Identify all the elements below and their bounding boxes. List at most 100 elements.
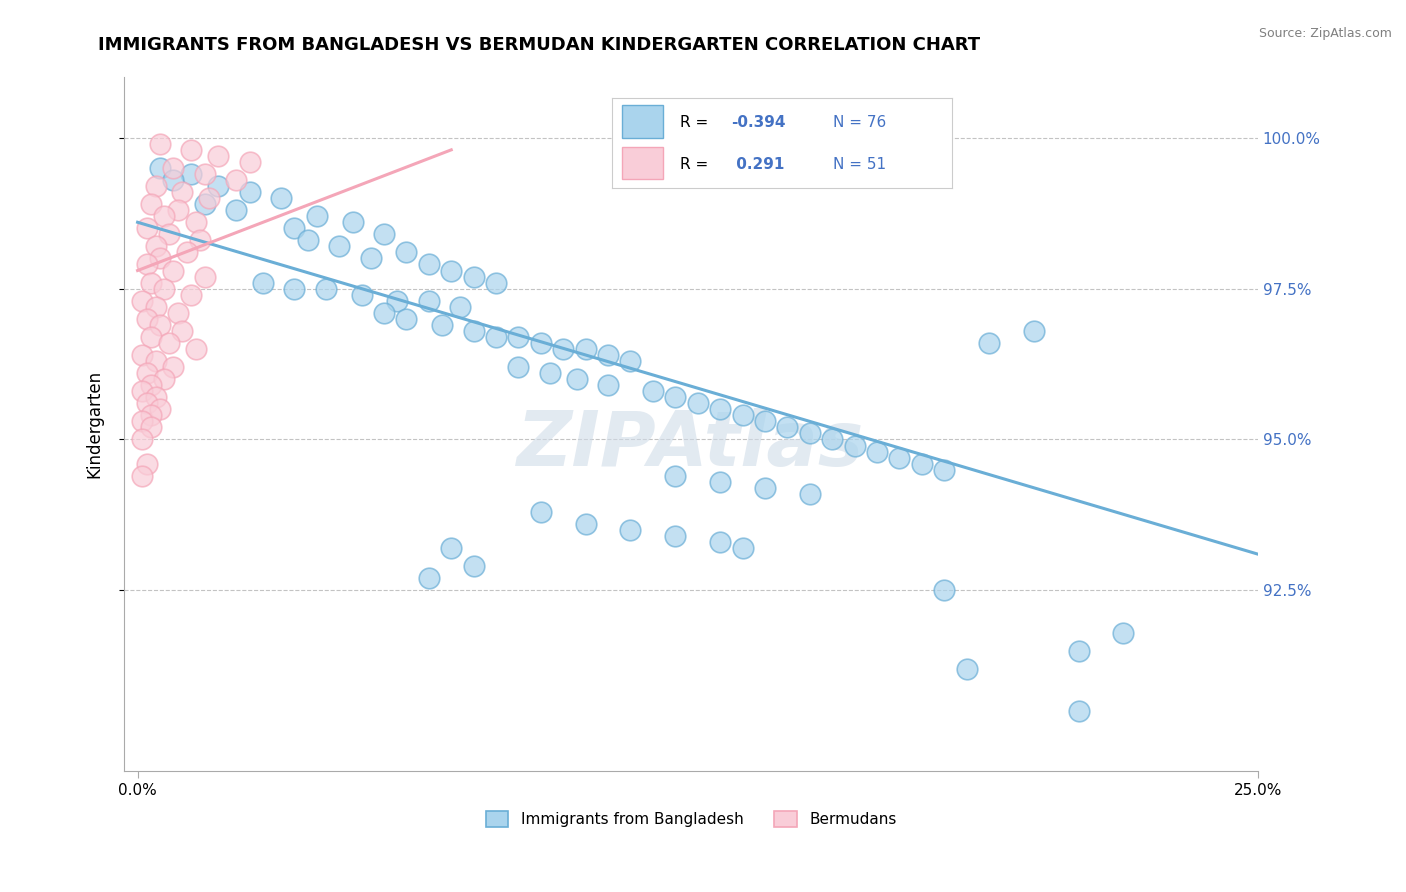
Point [731, 541, 754, 555]
Point [162, 263, 184, 277]
Point [145, 390, 167, 404]
Point [440, 541, 463, 555]
Point [934, 583, 956, 598]
Point [754, 481, 776, 495]
Point [297, 233, 319, 247]
Point [530, 505, 553, 519]
Point [360, 252, 382, 266]
Point [157, 335, 180, 350]
Point [328, 239, 350, 253]
Point [686, 396, 709, 410]
Point [153, 282, 176, 296]
Point [162, 360, 184, 375]
Point [184, 342, 207, 356]
Point [176, 245, 198, 260]
Point [145, 179, 167, 194]
Point [449, 300, 471, 314]
Point [135, 258, 157, 272]
Point [596, 378, 619, 392]
Point [184, 215, 207, 229]
Point [463, 324, 485, 338]
Point [508, 360, 530, 375]
Point [1112, 625, 1135, 640]
Point [270, 191, 292, 205]
Point [955, 662, 977, 676]
Point [776, 420, 799, 434]
Point [664, 468, 686, 483]
Point [131, 384, 153, 399]
Point [153, 209, 176, 223]
Point [172, 324, 194, 338]
Point [194, 197, 217, 211]
Point [149, 402, 172, 417]
Point [145, 354, 167, 368]
Point [131, 414, 153, 428]
Point [225, 173, 247, 187]
Point [911, 457, 934, 471]
Point [139, 276, 162, 290]
Point [194, 269, 217, 284]
Point [149, 318, 172, 332]
Legend: Immigrants from Bangladesh, Bermudans: Immigrants from Bangladesh, Bermudans [479, 805, 903, 833]
Point [283, 282, 305, 296]
Point [508, 330, 530, 344]
Point [395, 311, 418, 326]
Point [145, 239, 167, 253]
Point [664, 529, 686, 543]
Point [553, 342, 575, 356]
Point [440, 263, 463, 277]
Point [167, 203, 190, 218]
Point [135, 366, 157, 380]
Text: Source: ZipAtlas.com: Source: ZipAtlas.com [1258, 27, 1392, 40]
Point [139, 330, 162, 344]
Point [135, 396, 157, 410]
Point [485, 276, 508, 290]
Point [252, 276, 274, 290]
Point [145, 300, 167, 314]
Point [149, 161, 172, 175]
Text: ZIPAtlas: ZIPAtlas [517, 409, 865, 483]
Point [575, 516, 598, 531]
Point [131, 433, 153, 447]
Point [1022, 324, 1045, 338]
Point [135, 311, 157, 326]
Text: IMMIGRANTS FROM BANGLADESH VS BERMUDAN KINDERGARTEN CORRELATION CHART: IMMIGRANTS FROM BANGLADESH VS BERMUDAN K… [98, 36, 980, 54]
Point [131, 468, 153, 483]
Point [731, 409, 754, 423]
Point [664, 390, 686, 404]
Point [418, 571, 440, 585]
Point [844, 438, 866, 452]
Point [188, 233, 211, 247]
Point [373, 306, 395, 320]
Point [754, 414, 776, 428]
Point [157, 227, 180, 242]
Point [538, 366, 561, 380]
Point [866, 444, 889, 458]
Point [131, 348, 153, 362]
Point [153, 372, 176, 386]
Point [485, 330, 508, 344]
Point [131, 293, 153, 308]
Point [799, 487, 821, 501]
Y-axis label: Kindergarten: Kindergarten [86, 370, 103, 478]
Point [350, 287, 373, 301]
Point [207, 179, 229, 194]
Point [167, 306, 190, 320]
Point [180, 143, 202, 157]
Point [709, 402, 731, 417]
Point [342, 215, 364, 229]
Point [139, 378, 162, 392]
Point [709, 475, 731, 489]
Point [149, 252, 172, 266]
Point [709, 535, 731, 549]
Point [463, 559, 485, 574]
Point [432, 318, 454, 332]
Point [135, 457, 157, 471]
Point [530, 335, 553, 350]
Point [934, 463, 956, 477]
Point [387, 293, 409, 308]
Point [239, 155, 262, 169]
Point [418, 258, 440, 272]
Point [239, 185, 262, 199]
Point [418, 293, 440, 308]
